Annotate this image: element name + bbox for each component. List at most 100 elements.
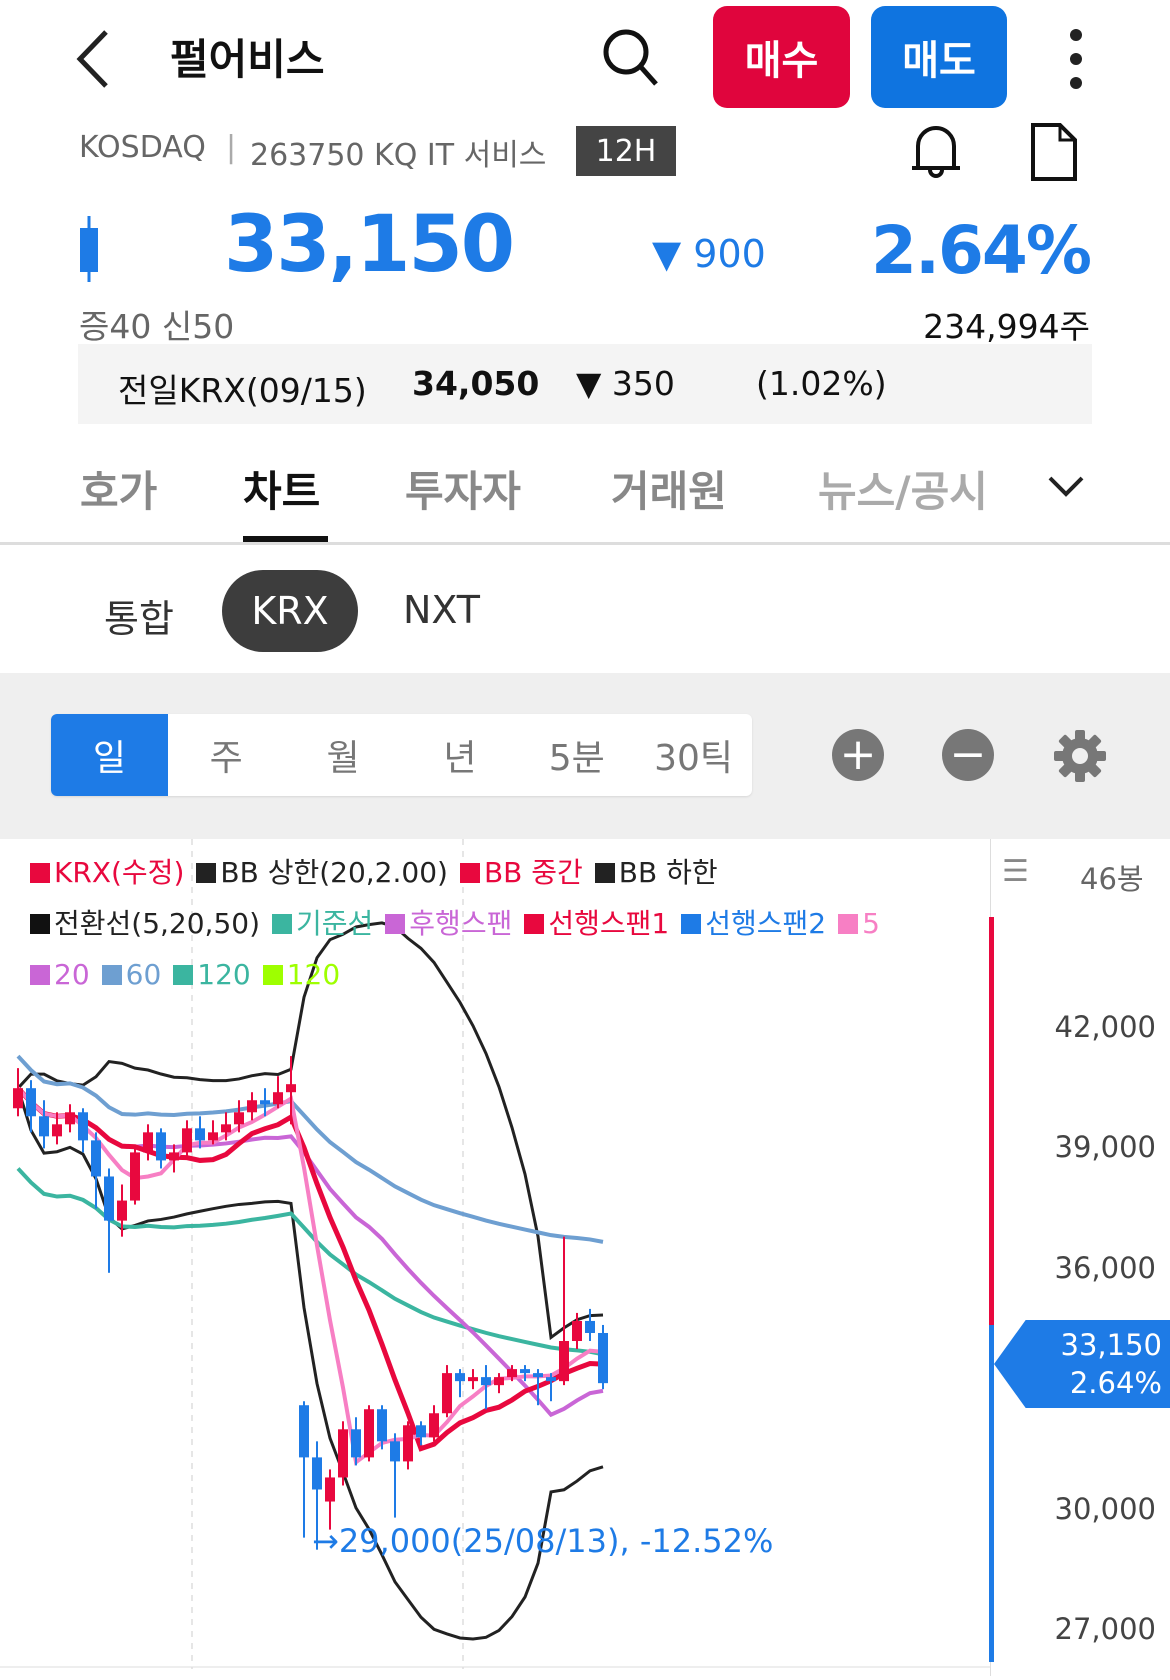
ma60-line (16, 1054, 604, 1244)
candle-body (169, 1152, 179, 1161)
period-30tick[interactable]: 30틱 (654, 738, 734, 779)
legend-item[interactable]: 후행스팬 (385, 901, 512, 947)
legend-item[interactable]: 20 (30, 952, 90, 998)
candle-body (247, 1100, 257, 1113)
zoom-out-icon[interactable]: − (942, 729, 994, 781)
tab-broker[interactable]: 거래원 (611, 467, 727, 516)
menu-icon[interactable]: ☰ (1002, 854, 1029, 889)
legend-swatch (30, 863, 50, 883)
tab-news[interactable]: 뉴스/공시 (818, 467, 988, 516)
legend-swatch (272, 914, 293, 934)
chart-area[interactable] (0, 839, 990, 1676)
legend-item[interactable]: 기준선 (272, 901, 373, 947)
period-year[interactable]: 년 (443, 738, 477, 779)
search-icon[interactable] (600, 26, 662, 88)
y-tick-label: 36,000 (1054, 1250, 1156, 1285)
current-price: 33,150 (224, 200, 515, 290)
period-5min[interactable]: 5분 (548, 738, 605, 779)
candle-body (533, 1373, 543, 1378)
buy-button[interactable]: 매수 (713, 6, 850, 108)
candle-body (91, 1140, 101, 1177)
legend-item[interactable]: BB 상한(20,2.00) (196, 850, 448, 896)
legend-item[interactable]: 120 (173, 952, 251, 998)
tab-chart[interactable]: 차트 (243, 467, 321, 516)
legend-item[interactable]: 전환선(5,20,50) (30, 901, 260, 947)
legend-swatch (594, 863, 615, 883)
chevron-down-icon[interactable] (1046, 474, 1086, 498)
legend-swatch (681, 914, 702, 934)
legend-swatch (385, 914, 406, 934)
change-percent: 2.64% (871, 212, 1092, 289)
legend-label: 전환선(5,20,50) (54, 907, 261, 940)
current-price-pct: 2.64% (1069, 1366, 1162, 1400)
legend-label: BB 하한 (618, 856, 718, 889)
candle-body (26, 1088, 36, 1117)
gear-icon[interactable] (1053, 729, 1107, 783)
divider (0, 542, 1170, 545)
legend-item[interactable]: 60 (101, 952, 162, 998)
y-axis (990, 839, 1170, 1676)
bell-icon[interactable] (908, 122, 964, 182)
legend-label: 20 (54, 958, 90, 991)
document-icon[interactable] (1030, 122, 1078, 182)
legend-item[interactable]: BB 하한 (594, 850, 718, 896)
legend-label: BB 중간 (483, 856, 583, 889)
stock-title: 펄어비스 (170, 35, 325, 84)
candle-body (403, 1425, 413, 1462)
legend-swatch (524, 914, 545, 934)
market-tab-nxt[interactable]: NXT (403, 588, 481, 632)
legend-label: 120 (197, 958, 251, 991)
period-week[interactable]: 주 (209, 738, 243, 779)
prev-label: 전일KRX(09/15) (118, 371, 367, 410)
volume: 234,994주 (923, 307, 1090, 346)
legend-item[interactable]: 선행스팬1 (524, 901, 669, 947)
legend-item[interactable]: 120 (262, 952, 341, 998)
candle-body (364, 1409, 374, 1458)
zoom-in-icon[interactable]: + (832, 729, 884, 781)
legend-label: KRX(수정) (54, 856, 185, 889)
tab-orderbook[interactable]: 호가 (80, 467, 158, 516)
legend-swatch (30, 965, 50, 985)
legend-label: BB 상한(20,2.00) (220, 856, 448, 889)
legend-item[interactable]: KRX(수정) (30, 850, 184, 896)
period-day[interactable]: 일 (51, 714, 168, 796)
ma5-line (16, 1086, 604, 1466)
legend-swatch (30, 914, 50, 934)
candle-body (585, 1320, 595, 1333)
market-tab-krx[interactable]: KRX (222, 570, 358, 652)
candle-icon (80, 216, 98, 282)
candle-body (273, 1092, 283, 1105)
candle-body (494, 1377, 504, 1386)
candle-body (598, 1332, 608, 1384)
legend-label: 5 (862, 907, 880, 940)
price-chart[interactable] (0, 839, 990, 1676)
candle-body (52, 1124, 62, 1137)
candle-body (572, 1320, 582, 1342)
tab-investor[interactable]: 투자자 (405, 467, 521, 516)
market-tab-combined[interactable]: 통합 (104, 597, 174, 641)
candle-body (65, 1112, 75, 1125)
legend-item[interactable]: BB 중간 (459, 850, 583, 896)
back-icon[interactable] (72, 28, 112, 90)
candle-body (13, 1088, 23, 1109)
candle-body (260, 1100, 270, 1105)
legend-item[interactable]: 5 (838, 901, 880, 947)
candle-body (39, 1116, 49, 1137)
trading-hours-badge: 12H (576, 126, 676, 176)
period-month[interactable]: 월 (326, 738, 360, 779)
legend-label: 120 (286, 958, 341, 991)
y-tick-label: 27,000 (1054, 1611, 1156, 1646)
candle-body (78, 1112, 88, 1141)
more-icon[interactable] (1066, 28, 1086, 90)
candle-body (195, 1128, 205, 1141)
legend-label: 60 (125, 958, 162, 991)
candle-body (156, 1132, 166, 1161)
separator: | (226, 130, 237, 165)
candle-body (208, 1132, 218, 1141)
candle-body (312, 1457, 322, 1490)
y-tick-label: 30,000 (1054, 1491, 1156, 1526)
sell-button[interactable]: 매도 (871, 6, 1007, 108)
prev-price: 34,050 (412, 364, 540, 403)
legend-item[interactable]: 선행스팬2 (681, 901, 826, 947)
